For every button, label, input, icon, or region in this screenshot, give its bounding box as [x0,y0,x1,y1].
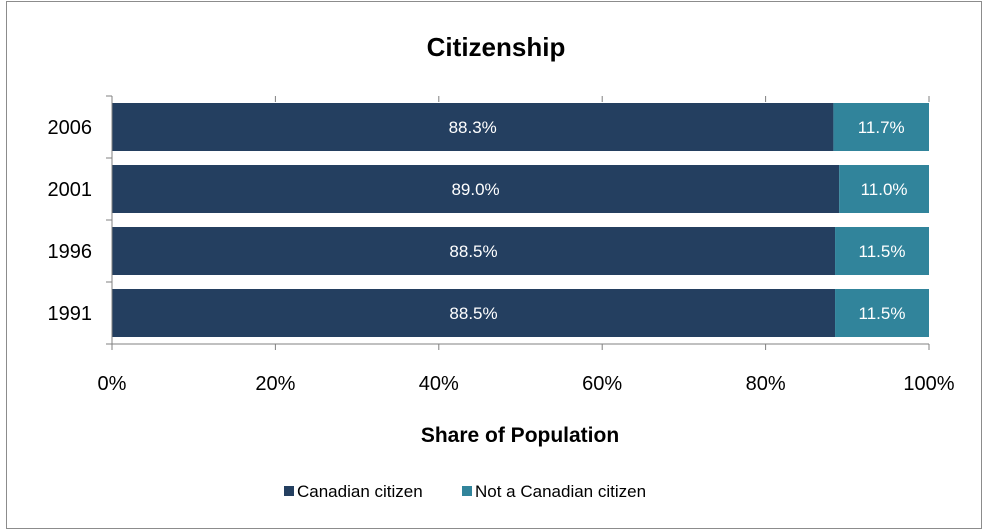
axes-group [106,95,930,350]
data-label-not-canadian-citizen-1991: 11.5% [859,304,906,323]
legend-swatch-canadian-citizen [284,486,294,496]
labels-group: 88.3% 11.7% 2006 89.0% 11.0% 2001 88.5% 11.5% 19… [48,117,955,395]
x-axis-title: Share of Population [421,424,619,447]
legend: Canadian citizen Not a Canadian citizen [284,482,646,501]
legend-label-not-canadian-citizen: Not a Canadian citizen [475,482,646,501]
data-label-canadian-citizen-2001: 89.0% [451,180,499,199]
x-tick-label: 80% [746,373,786,395]
data-label-canadian-citizen-1996: 88.5% [449,242,497,261]
bar-not-canadian-citizen-1996 [835,227,929,275]
legend-swatch-not-canadian-citizen [462,486,472,496]
category-label-1996: 1996 [48,241,93,263]
data-label-not-canadian-citizen-2006: 11.7% [858,118,905,137]
data-label-canadian-citizen-2006: 88.3% [449,118,497,137]
x-tick-label: 100% [903,373,954,395]
x-tick-label: 40% [419,373,459,395]
legend-label-canadian-citizen: Canadian citizen [297,482,423,501]
data-label-canadian-citizen-1991: 88.5% [449,304,497,323]
bar-not-canadian-citizen-1991 [835,289,929,337]
data-label-not-canadian-citizen-2001: 11.0% [861,180,908,199]
bars-group [112,103,929,337]
x-tick-label: 0% [98,373,127,395]
x-tick-label: 60% [582,373,622,395]
chart-title: Citizenship [427,32,566,62]
category-label-2006: 2006 [48,117,93,139]
bar-canadian-citizen-1996 [112,227,836,275]
category-label-1991: 1991 [48,303,93,325]
bar-canadian-citizen-2006 [112,103,834,151]
bar-not-canadian-citizen-2006 [833,103,929,151]
category-label-2001: 2001 [48,179,93,201]
bar-not-canadian-citizen-2001 [839,165,929,213]
bar-canadian-citizen-1991 [112,289,836,337]
bar-canadian-citizen-2001 [112,165,840,213]
x-tick-label: 20% [255,373,295,395]
data-label-not-canadian-citizen-1996: 11.5% [859,242,906,261]
